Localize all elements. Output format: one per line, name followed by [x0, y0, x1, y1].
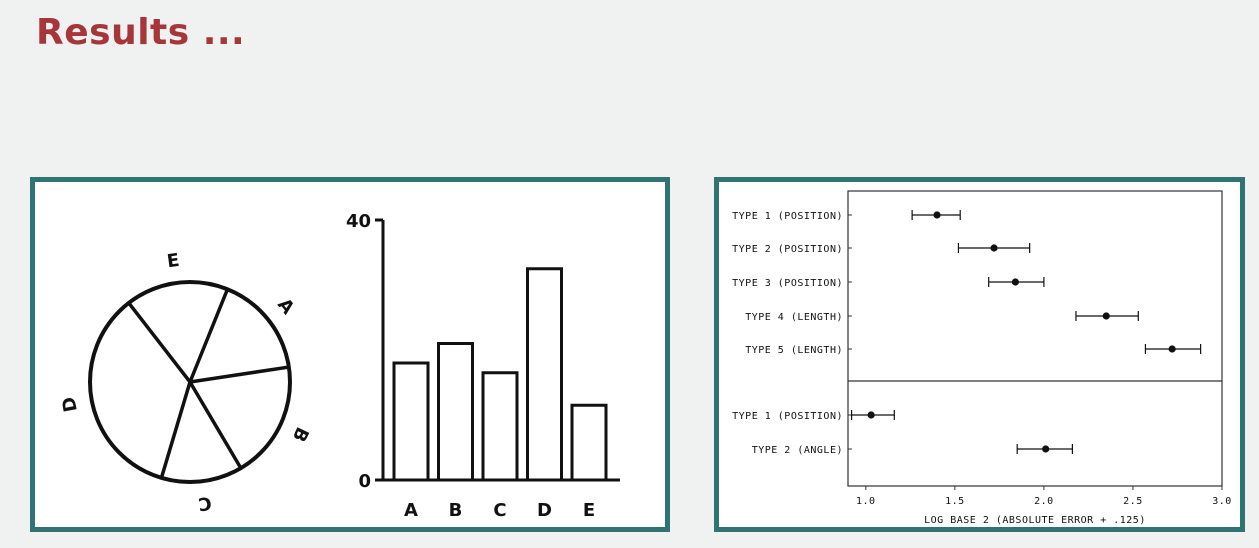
data-point — [990, 244, 998, 252]
error-dot-plot-panel: 1.0 1.5 2.0 2.5 3.0 LOG BASE 2 (ABSOLUTE ERRO… — [714, 177, 1245, 532]
x-tick-label: 1.5 — [945, 496, 965, 507]
bar-d — [526, 267, 563, 482]
pie-slice-a — [188, 288, 230, 383]
row-label: TYPE 1 (POSITION) — [732, 211, 843, 222]
pie-outline — [88, 280, 292, 484]
dot-plot: 1.0 1.5 2.0 2.5 3.0 LOG BASE 2 (ABSOLUTE ERRO… — [732, 190, 1232, 526]
bar-e — [570, 403, 608, 482]
bar-x-label-c: C — [493, 500, 506, 521]
pie-slice-d — [159, 381, 192, 479]
data-point — [867, 411, 875, 419]
dot-plot-frame — [847, 190, 1223, 487]
bar-x-label-e: E — [583, 500, 595, 521]
x-axis-label: LOG BASE 2 (ABSOLUTE ERROR + .125) — [924, 515, 1146, 526]
pie-bar-comparison-panel: A B C D E 40 0 A B C D E — [30, 177, 670, 532]
pie-chart: A B C D E — [58, 250, 313, 514]
bar-a — [392, 361, 430, 482]
row-label: TYPE 5 (LENGTH) — [745, 345, 843, 356]
pie-slice-c — [188, 381, 243, 469]
bar-b — [437, 342, 474, 482]
bar-y-tick-label-max: 40 — [346, 211, 371, 232]
pie-slice-b — [189, 365, 290, 384]
bar-x-label-a: A — [404, 500, 418, 521]
row-label: TYPE 2 (ANGLE) — [752, 445, 843, 456]
row-label: TYPE 2 (POSITION) — [732, 244, 843, 255]
x-tick-label: 2.5 — [1123, 496, 1143, 507]
x-tick-label: 1.0 — [856, 496, 876, 507]
pie-label-b: B — [288, 424, 313, 445]
pie-label-e: E — [166, 250, 181, 272]
data-point — [933, 211, 941, 219]
row-label: TYPE 3 (POSITION) — [732, 278, 843, 289]
bar-chart: 40 0 A B C D E — [346, 211, 620, 521]
pie-label-a: A — [273, 294, 298, 318]
bar-x-label-b: B — [449, 500, 463, 521]
row-label: TYPE 4 (LENGTH) — [745, 312, 843, 323]
data-point — [1011, 278, 1020, 286]
data-point — [1042, 445, 1050, 453]
slide-title: Results ... — [36, 12, 246, 53]
data-point — [1168, 345, 1176, 353]
data-point — [1102, 312, 1110, 320]
pie-slice-e — [127, 301, 192, 384]
bar-y-tick-label-min: 0 — [358, 471, 371, 492]
bar-c — [481, 371, 519, 482]
row-label: TYPE 1 (POSITION) — [732, 411, 843, 422]
x-tick-label: 3.0 — [1212, 496, 1232, 507]
bar-x-label-d: D — [537, 500, 552, 521]
x-tick-label: 2.0 — [1034, 496, 1054, 507]
pie-label-d: D — [58, 395, 81, 414]
pie-label-c: C — [197, 492, 213, 514]
